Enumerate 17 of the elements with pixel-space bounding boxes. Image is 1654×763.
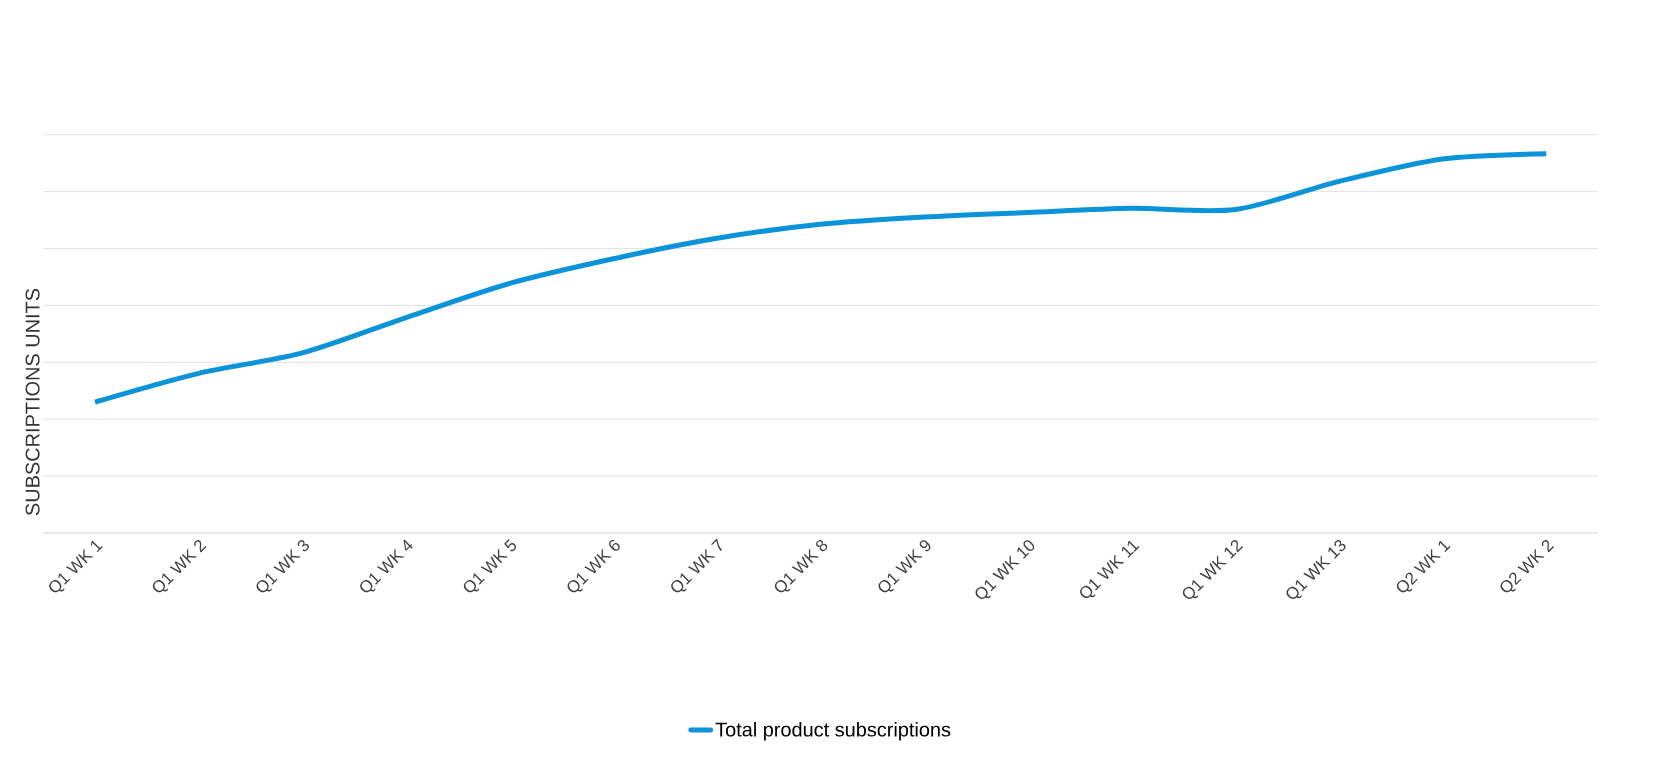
y-axis-title: SUBSCRIPTIONS UNITS [25, 288, 40, 516]
x-tick-label: Q1 WK 1 [49, 540, 103, 593]
x-tick-label: Q1 WK 4 [360, 539, 413, 593]
x-tick-label: Q1 WK 11 [1080, 540, 1140, 599]
x-tick-label: Q1 WK 3 [256, 539, 309, 593]
x-tick-label: Q1 WK 7 [671, 538, 722, 593]
x-tick-label: Q1 WK 13 [1286, 540, 1346, 599]
x-tick-label: Q1 WK 8 [774, 539, 828, 593]
x-tick-label: Q1 WK 6 [567, 539, 620, 593]
x-tick-label: Q1 WK 2 [152, 539, 207, 593]
x-tick-label: Q1 WK 10 [975, 540, 1035, 599]
x-tick-label: Q1 WK 5 [463, 539, 517, 593]
x-tick-label: Q1 WK 9 [878, 540, 931, 593]
legend-label: Total product subscriptions [715, 721, 951, 741]
x-tick-label: Q2 WK 1 [1396, 540, 1451, 593]
x-tick-label: Q1 WK 12 [1182, 539, 1244, 599]
x-tick-label: Q2 WK 2 [1500, 539, 1555, 593]
